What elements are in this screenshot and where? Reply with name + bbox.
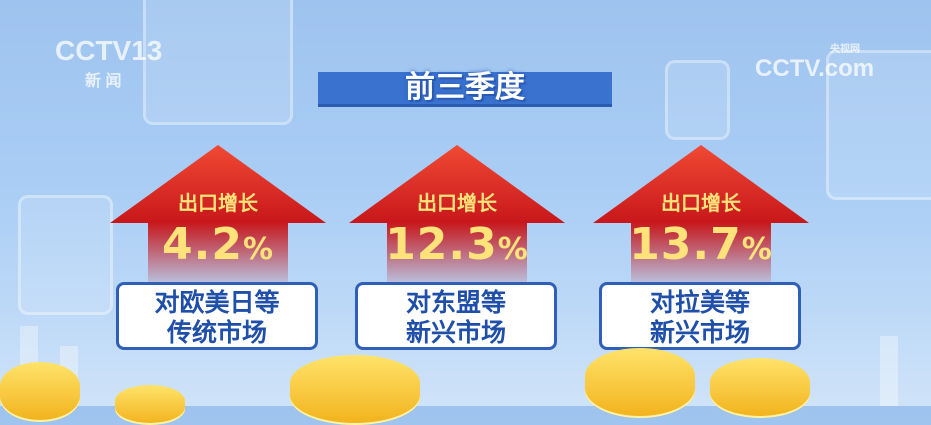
decor-bar — [880, 336, 898, 406]
logo-sub: 央视网 — [830, 44, 860, 55]
value-number: 4.2 — [161, 219, 243, 270]
growth-card: 出口增长 12.3% 对东盟等 新兴市场 — [349, 145, 565, 355]
decor-phone — [18, 195, 113, 315]
market-line: 新兴市场 — [649, 318, 750, 347]
arrow-shaft — [387, 222, 527, 284]
market-line: 对拉美等 — [649, 288, 750, 317]
card-value: 12.3% — [349, 219, 565, 270]
title-banner: 前三季度 — [318, 70, 612, 105]
value-number: 13.7 — [629, 219, 742, 270]
logo-number: 13 — [131, 35, 163, 66]
arrow-shaft — [148, 222, 288, 284]
card-label: 出口增长 — [178, 191, 258, 215]
card-value: 4.2% — [110, 219, 326, 270]
market-line: 对东盟等 — [405, 288, 506, 317]
card-value: 13.7% — [593, 219, 809, 270]
card-label: 出口增长 — [417, 191, 497, 215]
market-line: 新兴市场 — [405, 318, 506, 347]
growth-card: 出口增长 4.2% 对欧美日等 传统市场 — [110, 145, 326, 355]
market-box: 对欧美日等 传统市场 — [116, 282, 318, 350]
coin-stack — [0, 362, 80, 422]
market-line: 传统市场 — [166, 318, 267, 347]
value-number: 12.3 — [385, 219, 498, 270]
value-unit: % — [741, 232, 773, 267]
market-line: 对欧美日等 — [154, 288, 280, 317]
growth-card: 出口增长 13.7% 对拉美等 新兴市场 — [593, 145, 809, 355]
logo-text: CCTV — [55, 35, 132, 66]
coin-stack — [585, 348, 695, 418]
decor-document — [826, 50, 931, 200]
decor-phone — [665, 60, 730, 140]
logo-sub: 新 闻 — [85, 73, 122, 90]
logo-text: CCTV.com — [755, 55, 875, 82]
market-box: 对东盟等 新兴市场 — [355, 282, 557, 350]
arrow-shaft — [631, 222, 771, 284]
market-box: 对拉美等 新兴市场 — [599, 282, 801, 350]
coin-stack — [290, 355, 420, 425]
value-unit: % — [242, 232, 274, 267]
cctv-com-logo: 央视网 CCTV.com — [755, 40, 874, 83]
value-unit: % — [497, 232, 529, 267]
decor-document — [143, 0, 293, 125]
card-label: 出口增长 — [661, 191, 741, 215]
coin-stack — [710, 358, 810, 418]
coin-stack — [115, 385, 185, 425]
cctv13-logo: CCTV13 新 闻 — [55, 35, 162, 91]
title-text: 前三季度 — [405, 70, 525, 105]
